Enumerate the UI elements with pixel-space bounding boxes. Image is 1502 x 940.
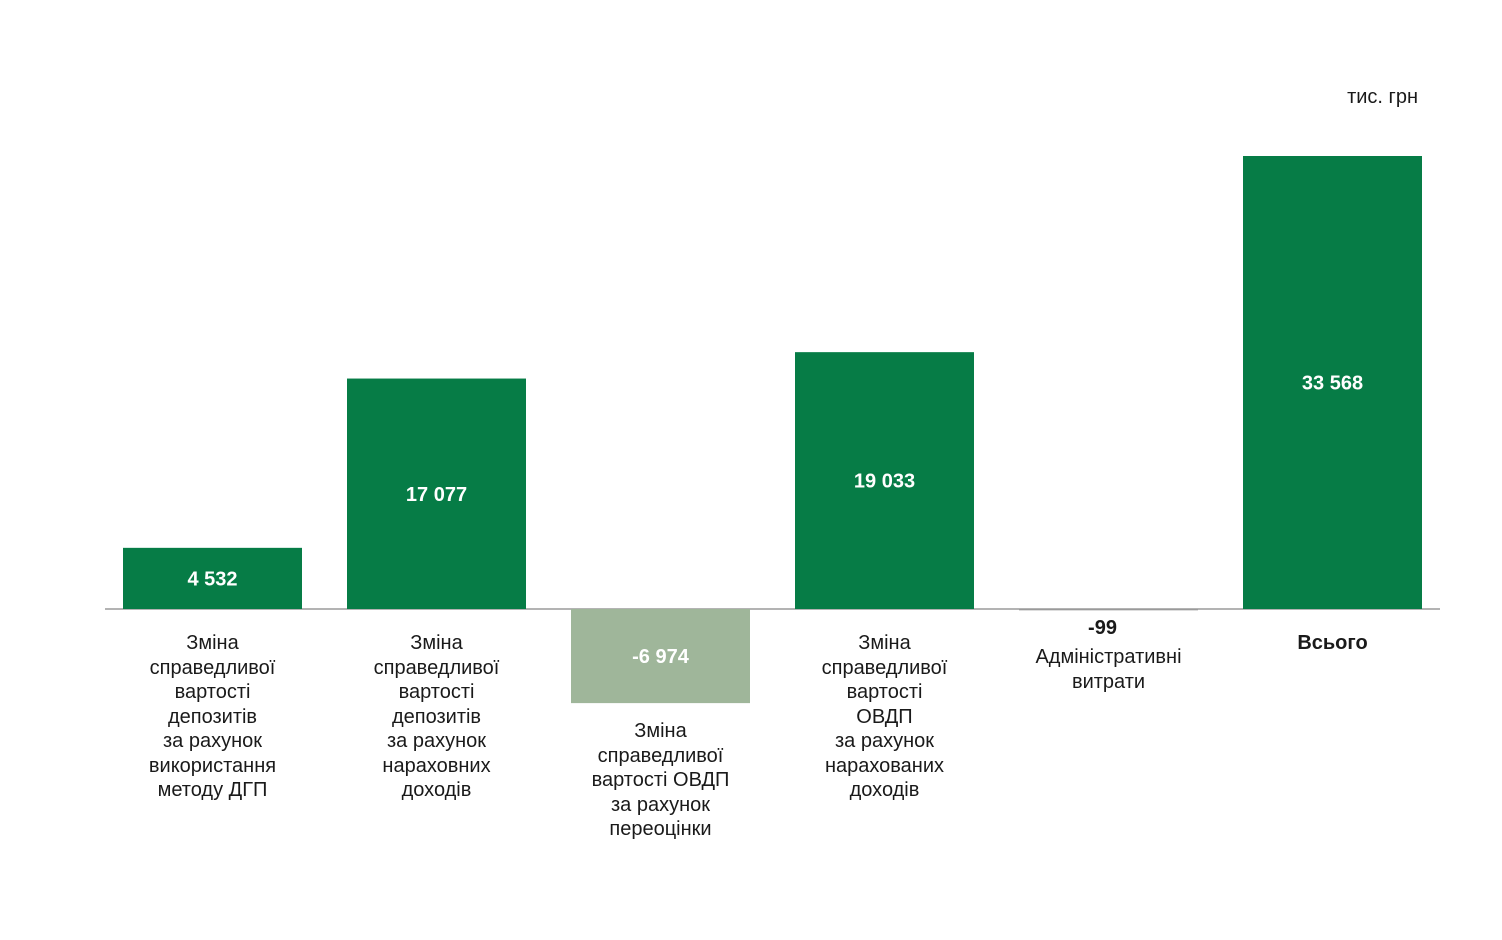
category-label-3: Зміна справедливої вартості ОВДП за раху… bbox=[591, 720, 730, 841]
bar-6 bbox=[1243, 156, 1422, 609]
data-label-5: -99 bbox=[1088, 617, 1117, 639]
category-label-2: Зміна справедливої вартості депозитів за… bbox=[373, 632, 500, 801]
bar-3 bbox=[571, 609, 750, 704]
data-label-4: 19 033 bbox=[854, 471, 915, 493]
data-label-1: 4 532 bbox=[187, 568, 237, 590]
data-label-6: 33 568 bbox=[1302, 373, 1363, 395]
data-label-2: 17 077 bbox=[406, 484, 467, 506]
bar-2 bbox=[347, 378, 526, 609]
unit-label: тис. грн bbox=[1347, 86, 1418, 108]
category-label-1: Зміна справедливої вартості депозитів за… bbox=[148, 632, 277, 801]
bar-5 bbox=[1019, 609, 1198, 611]
bar-1 bbox=[123, 547, 302, 609]
data-label-3: -6 974 bbox=[632, 646, 690, 668]
category-label-5: Адміністративні витрати bbox=[1035, 646, 1182, 693]
category-label-6: Всього bbox=[1297, 632, 1368, 654]
category-label-4: Зміна справедливої вартості ОВДП за раху… bbox=[821, 632, 948, 801]
bar-4 bbox=[795, 352, 974, 609]
